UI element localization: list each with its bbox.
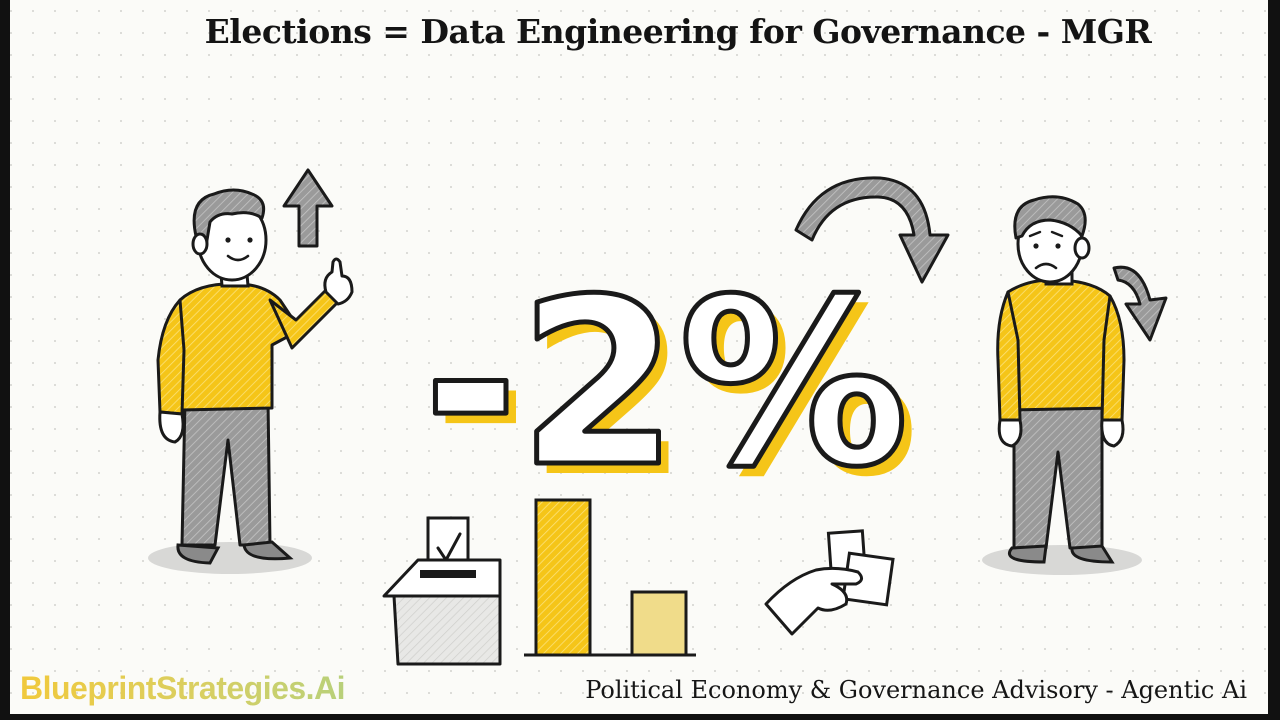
hand-with-cash-icon — [764, 529, 895, 636]
tagline: Political Economy & Governance Advisory … — [585, 676, 1247, 704]
frame-edge-left — [0, 0, 10, 720]
frame-edge-right — [1268, 0, 1280, 720]
curved-down-arrow-icon — [794, 176, 950, 284]
bar-tall — [534, 498, 592, 657]
right-figure-shadow — [982, 545, 1142, 575]
sad-person-figure — [982, 195, 1142, 575]
happy-person-figure — [148, 188, 354, 574]
headline-value-shadow: -2% — [433, 261, 919, 528]
left-figure-pants — [180, 398, 272, 547]
headline-value-graphic: -2% -2% — [421, 249, 919, 529]
small-down-arrow-icon — [1112, 265, 1168, 342]
slide-title: Elections = Data Engineering for Governa… — [204, 12, 1152, 51]
bar-short — [630, 590, 688, 657]
ballot-box-icon — [382, 516, 502, 666]
bar-chart-icon — [524, 498, 696, 657]
left-figure-shirt — [178, 282, 302, 412]
headline-value: -2% — [423, 251, 909, 518]
up-arrow-icon — [282, 168, 334, 248]
frame-edge-bottom — [0, 714, 1280, 720]
brand-logo: BlueprintStrategies.Ai — [20, 670, 346, 706]
